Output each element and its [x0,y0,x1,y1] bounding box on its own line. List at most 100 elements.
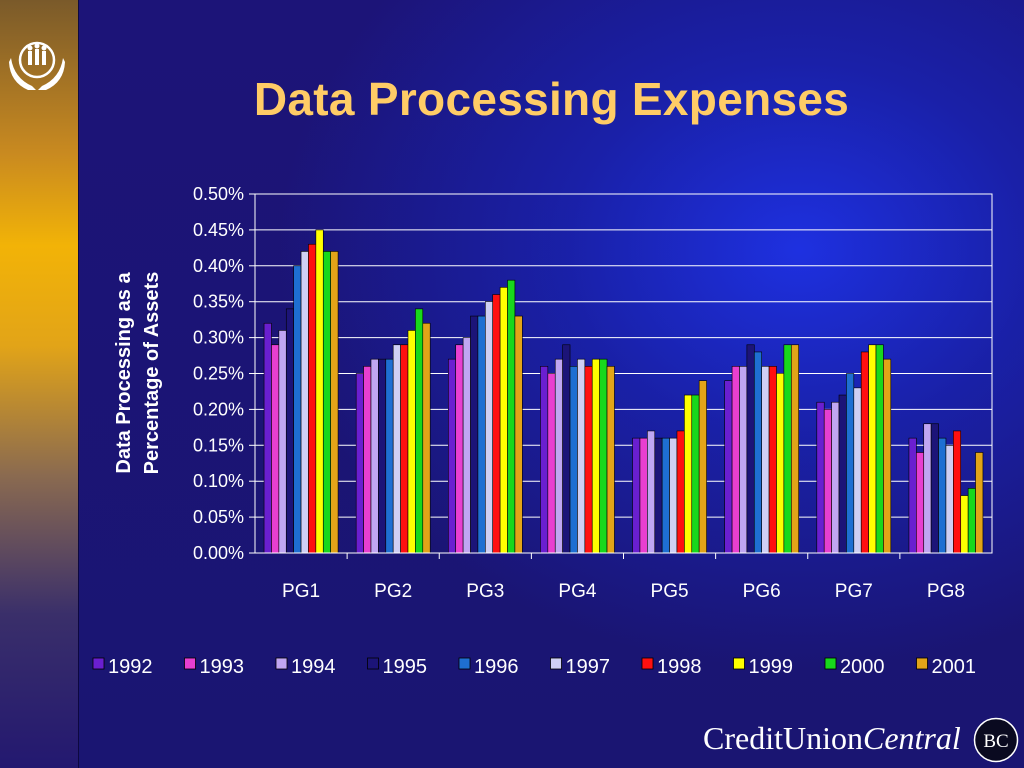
bar [492,294,501,554]
bar [547,373,556,554]
legend-label: 1992 [108,656,153,678]
brand-wordmark: CreditUnionCentral [703,716,961,760]
x-tick-label: PG7 [835,581,873,602]
bar [761,366,770,554]
bar [554,358,563,554]
legend-swatch [92,657,105,670]
legend-label: 1995 [383,656,428,678]
legend-label: 1998 [657,656,702,678]
bar [975,452,984,554]
bar [606,366,615,554]
bar [584,366,593,554]
bar [363,366,372,554]
bar [577,358,586,554]
bar [263,322,272,554]
bar [415,308,424,554]
bar [746,344,755,554]
y-tick-label: 0.40% [193,256,244,276]
legend-label: 1993 [200,656,245,678]
x-tick-label: PG2 [374,581,412,602]
bar [967,488,976,554]
bar [790,344,799,554]
bar [960,495,969,554]
legend-label: 1999 [749,656,794,678]
bar [953,430,962,554]
x-tick-label: PG6 [743,581,781,602]
legend-label: 1994 [291,656,336,678]
legend-label: 1996 [474,656,519,678]
bar [838,394,847,554]
bar [776,373,785,554]
bar [783,344,792,554]
bar [731,366,740,554]
bar [514,315,523,554]
bar [661,437,670,554]
legend-swatch [275,657,288,670]
bar [938,437,947,554]
bar [860,351,869,554]
bar [654,437,663,554]
bar [385,358,394,554]
bar [768,366,777,554]
legend-label: 2001 [932,656,977,678]
bar [739,366,748,554]
legend: 1992 1993 1994 1995 1996 1997 1998 1999 2000 2001 [92,656,977,678]
y-tick-label: 0.15% [193,435,244,455]
brand-text-part1: CreditUnion [703,720,863,756]
bar [875,344,884,554]
y-tick-labels: 0.00% 0.05% 0.10% 0.15% 0.20% 0.25% 0.30% 0.35%… [193,184,244,563]
bars [263,229,984,554]
bar [407,330,416,554]
bar [315,229,324,554]
y-tick-label: 0.30% [193,328,244,348]
bar [753,351,762,554]
legend-label: 1997 [566,656,611,678]
bar [945,444,954,554]
bar [400,344,409,554]
y-axis-label: Data Processing as a Percentage of Assets [113,272,163,475]
legend-swatch [733,657,745,670]
legend-swatch [184,657,196,670]
bar [599,358,608,554]
x-tick-label: PG5 [651,581,689,602]
bar [908,437,917,554]
y-tick-label: 0.50% [193,184,244,204]
bar [647,430,656,554]
legend-swatch [458,657,471,670]
bar [285,308,294,554]
bar [477,315,486,554]
bar [930,423,939,554]
bar [883,358,892,554]
bar [816,401,825,554]
y-tick-label: 0.05% [193,507,244,527]
axes [249,193,993,559]
bar [853,387,862,554]
bar [639,437,648,554]
bar [422,322,431,554]
bar [669,437,678,554]
bar [540,366,549,554]
hands-family-icon [9,41,65,90]
bar [355,373,364,554]
y-tick-label: 0.00% [193,543,244,563]
bar [698,380,707,554]
x-tick-label: PG4 [558,581,596,602]
bar [271,344,280,554]
bar [724,380,733,554]
bar [455,344,464,554]
bar [499,287,508,554]
legend-swatch [916,657,928,670]
x-tick-labels: PG1 PG2 PG3 PG4 PG5 PG6 PG7 PG8 [282,581,965,602]
bar [378,358,387,554]
y-axis-label-line: Percentage of Assets [141,272,163,475]
bar [831,401,840,554]
legend-swatch [641,657,654,670]
bar [507,279,516,554]
bar [823,409,832,554]
legend-swatch [550,657,562,670]
bar [916,452,925,554]
sidebar-strip [0,0,79,768]
legend-swatch [824,657,837,670]
legend-label: 2000 [840,656,885,678]
slide-title: Data Processing Expenses [253,73,850,125]
